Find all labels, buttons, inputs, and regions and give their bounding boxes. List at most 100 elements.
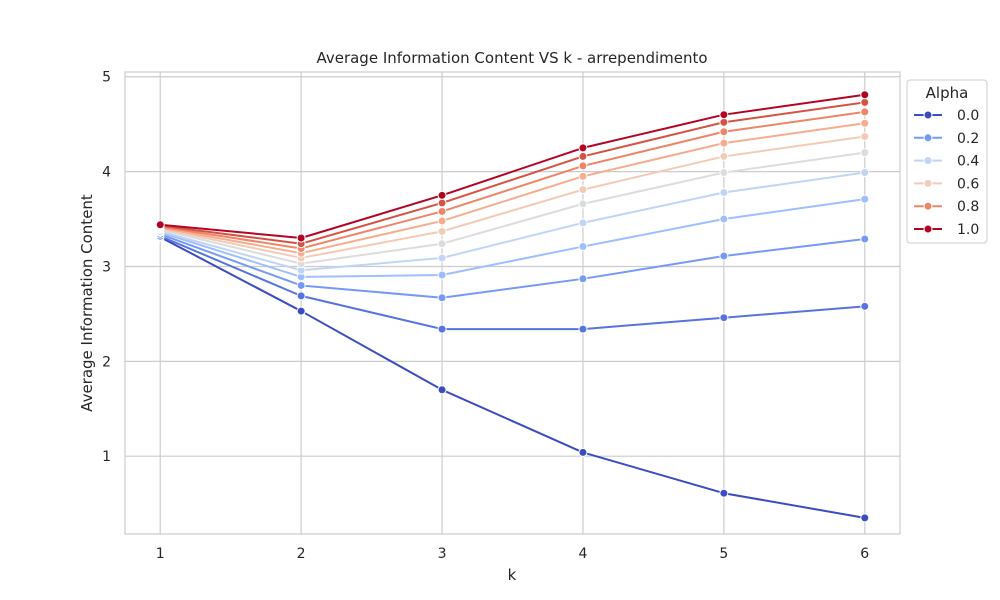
legend-label: 0.6 xyxy=(957,176,979,192)
legend-marker xyxy=(923,201,933,211)
legend-entry-0.8: 0.8 xyxy=(914,199,979,215)
data-point xyxy=(719,110,729,120)
legend-entry-0.2: 0.2 xyxy=(914,131,979,147)
data-point xyxy=(860,97,870,107)
data-point xyxy=(719,251,729,261)
data-point xyxy=(719,187,729,197)
data-point xyxy=(860,301,870,311)
x-tick-label: 2 xyxy=(297,546,306,562)
x-tick-label: 3 xyxy=(438,546,447,562)
series-lines xyxy=(155,90,870,523)
data-point xyxy=(437,293,447,303)
data-point xyxy=(578,151,588,161)
y-tick-label: 2 xyxy=(102,354,111,370)
data-point xyxy=(578,447,588,457)
x-tick-label: 6 xyxy=(860,546,869,562)
series-line xyxy=(159,171,865,272)
series-line xyxy=(159,198,865,278)
data-point xyxy=(437,226,447,236)
legend-marker xyxy=(923,178,933,188)
data-point xyxy=(296,280,306,290)
legend-label: 0.2 xyxy=(957,131,979,147)
legend-marker xyxy=(923,110,933,120)
data-point xyxy=(860,194,870,204)
chart-title: Average Information Content VS k - arrep… xyxy=(316,49,707,67)
legend-title: Alpha xyxy=(926,84,969,102)
data-point xyxy=(437,190,447,200)
x-tick-label: 4 xyxy=(578,546,587,562)
legend-entry-0.4: 0.4 xyxy=(914,154,979,170)
series-alpha-0.1 xyxy=(155,231,870,334)
data-point xyxy=(578,185,588,195)
y-tick-label: 1 xyxy=(102,449,111,465)
data-point xyxy=(437,206,447,216)
y-tick-label: 5 xyxy=(102,70,111,86)
series-alpha-0.6 xyxy=(155,132,870,263)
y-axis-label: Average Information Content xyxy=(78,194,96,412)
data-point xyxy=(719,214,729,224)
legend-label: 0.8 xyxy=(957,199,979,215)
data-point xyxy=(860,107,870,117)
data-point xyxy=(719,151,729,161)
data-point xyxy=(860,148,870,158)
data-point xyxy=(578,171,588,181)
data-point xyxy=(578,143,588,153)
data-point xyxy=(296,291,306,301)
series-alpha-1.0 xyxy=(155,90,870,243)
series-line xyxy=(159,233,865,299)
legend-label: 0.4 xyxy=(957,154,979,170)
series-line xyxy=(159,151,865,265)
x-axis-label: k xyxy=(508,566,517,584)
legend-label: 1.0 xyxy=(957,222,979,238)
data-point xyxy=(719,127,729,137)
legend-entry-0.6: 0.6 xyxy=(914,176,979,192)
legend-marker xyxy=(923,224,933,234)
data-point xyxy=(296,233,306,243)
legend: Alpha 0.0 0.2 0.4 0.6 0.8 1.0 xyxy=(906,79,988,244)
data-point xyxy=(437,324,447,334)
data-point xyxy=(578,274,588,284)
data-point xyxy=(437,198,447,208)
data-point xyxy=(719,168,729,178)
series-line xyxy=(159,235,865,331)
data-point xyxy=(860,118,870,128)
x-axis-ticks: 1 2 3 4 5 6 xyxy=(156,546,870,562)
data-point xyxy=(578,161,588,171)
data-point xyxy=(155,220,165,230)
data-point xyxy=(578,199,588,209)
data-point xyxy=(437,239,447,249)
data-point xyxy=(860,513,870,523)
legend-entry-1.0: 1.0 xyxy=(914,222,979,238)
series-line xyxy=(160,135,865,259)
data-point xyxy=(437,253,447,263)
data-point xyxy=(860,168,870,178)
data-point xyxy=(860,90,870,100)
x-tick-label: 5 xyxy=(719,546,728,562)
data-point xyxy=(719,117,729,127)
data-point xyxy=(296,306,306,316)
legend-marker xyxy=(923,156,933,166)
data-point xyxy=(437,216,447,226)
data-point xyxy=(578,324,588,334)
data-point xyxy=(578,218,588,228)
data-point xyxy=(860,132,870,142)
series-line xyxy=(159,236,865,519)
y-tick-label: 4 xyxy=(102,165,111,181)
x-tick-label: 1 xyxy=(156,546,165,562)
legend-marker xyxy=(923,133,933,143)
data-point xyxy=(578,242,588,252)
series-line xyxy=(160,122,865,255)
data-point xyxy=(719,138,729,148)
series-alpha-0.4 xyxy=(155,168,870,275)
legend-entry-0.0: 0.0 xyxy=(914,108,979,124)
legend-label: 0.0 xyxy=(957,108,979,124)
data-point xyxy=(719,313,729,323)
plot-area xyxy=(124,71,901,535)
series-line xyxy=(160,110,865,250)
data-point xyxy=(437,270,447,280)
data-point xyxy=(860,234,870,244)
data-point xyxy=(437,385,447,395)
series-line xyxy=(160,93,865,240)
series-line xyxy=(160,101,865,245)
